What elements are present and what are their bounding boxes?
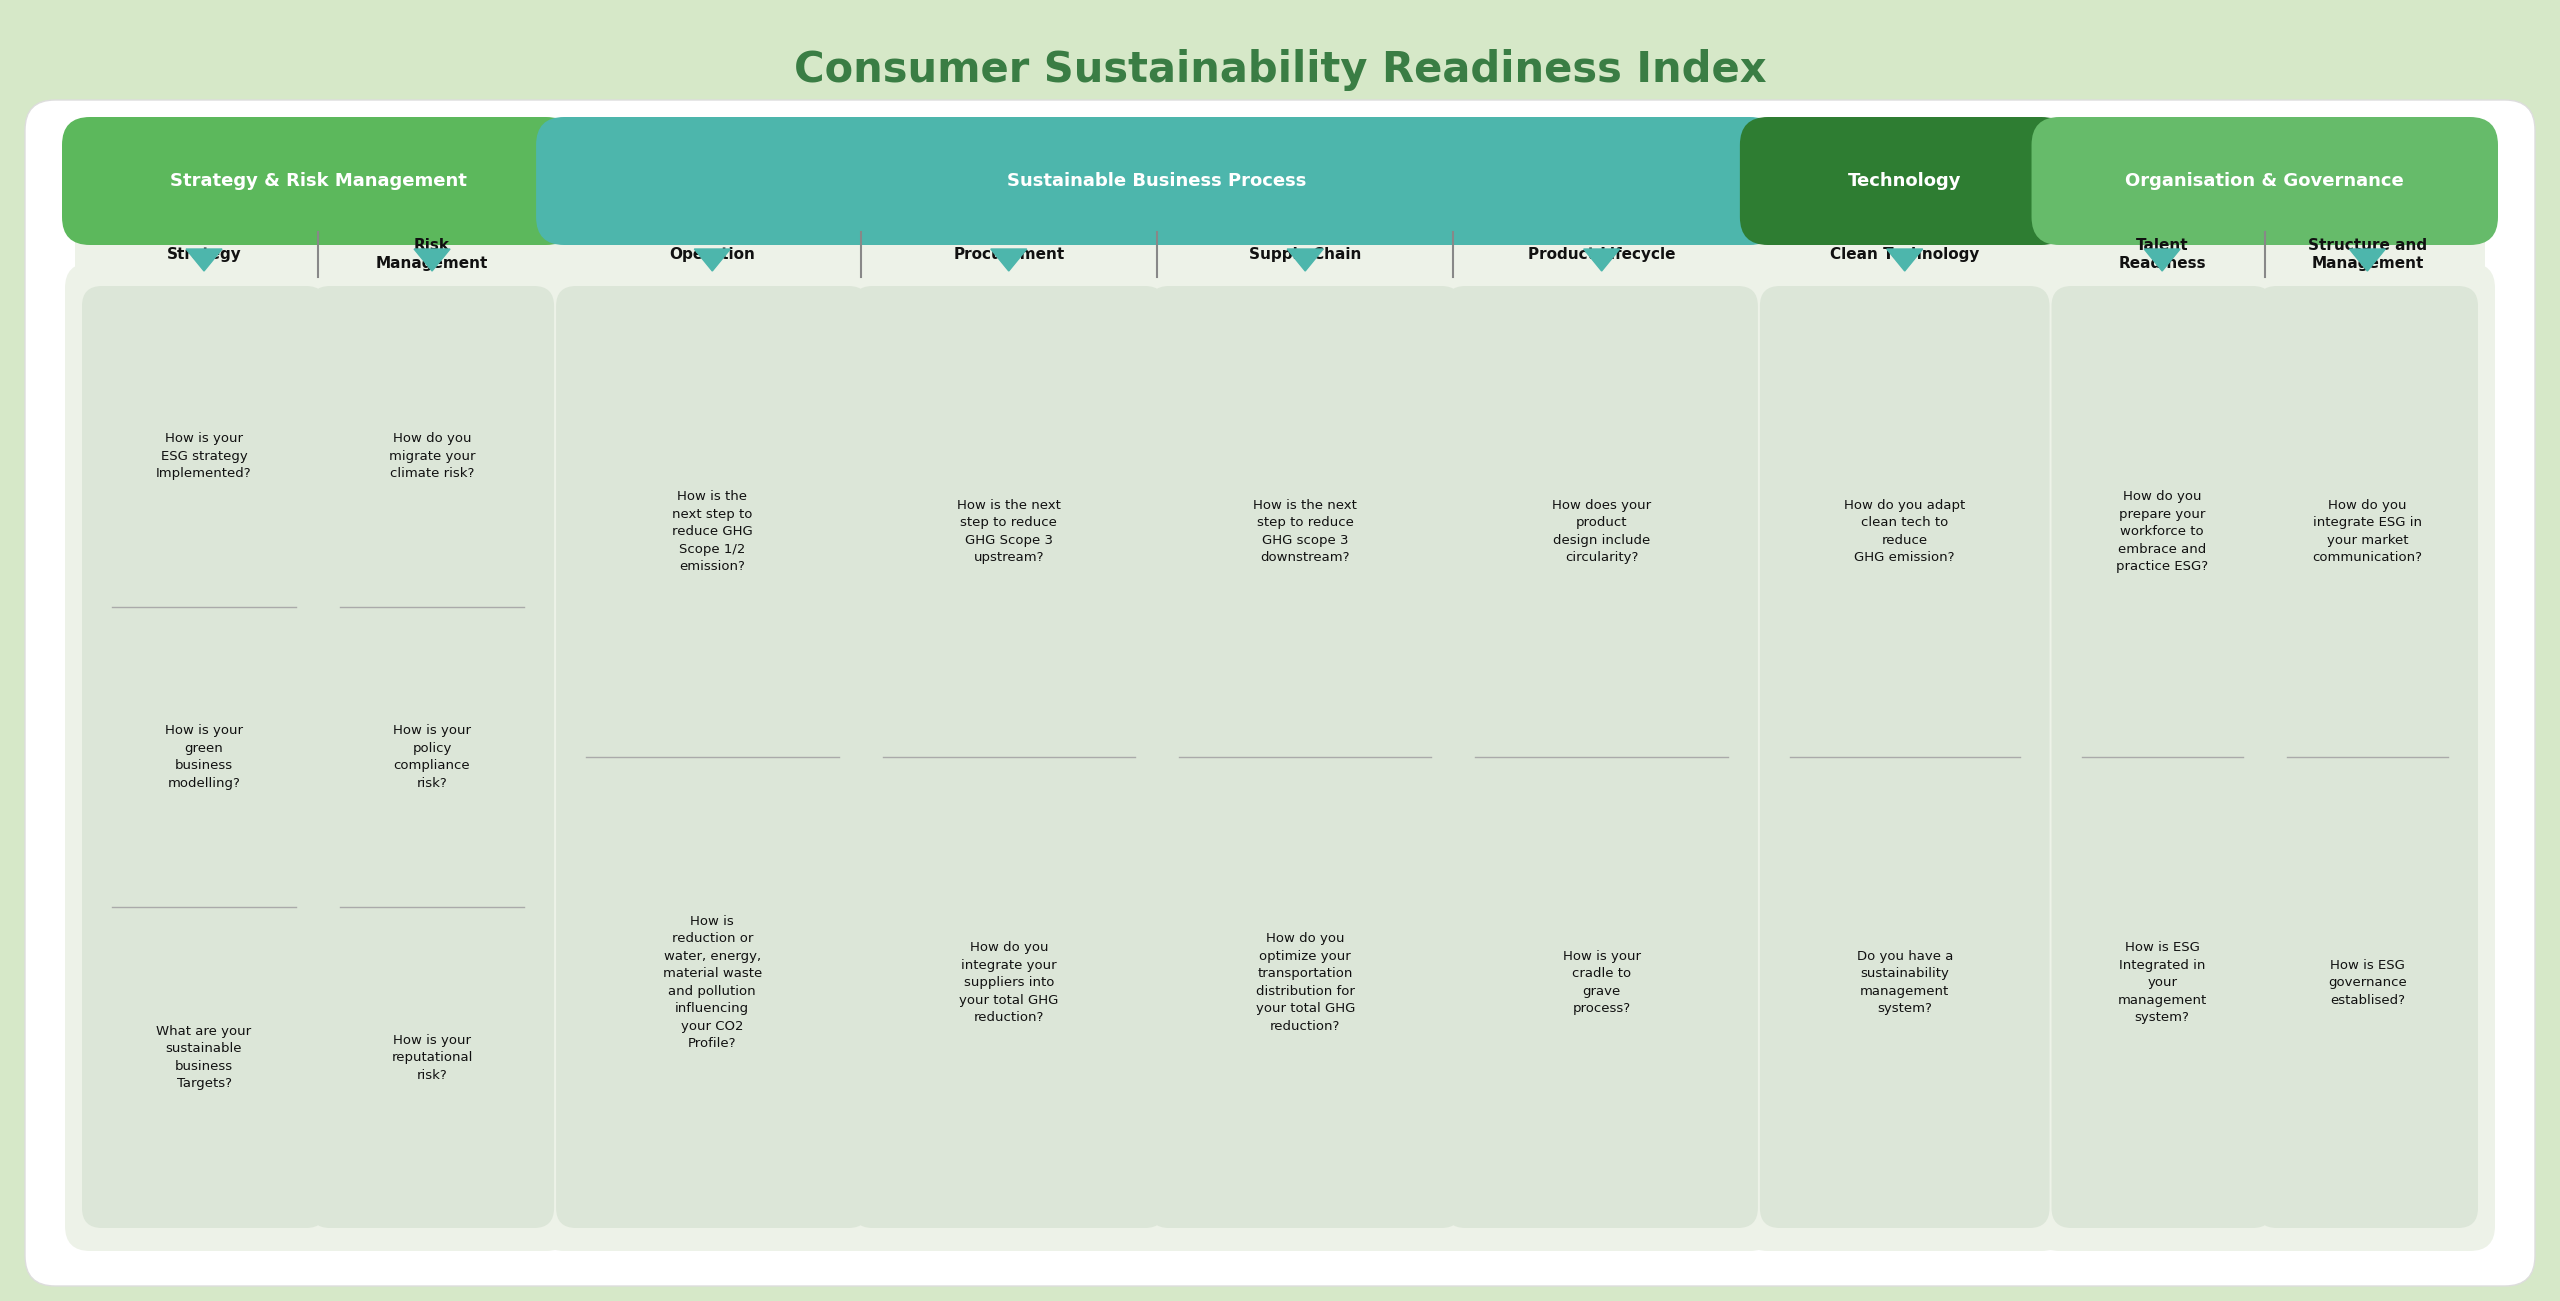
Text: Risk
Management: Risk Management <box>376 238 489 271</box>
Text: Technology: Technology <box>1848 172 1961 190</box>
FancyBboxPatch shape <box>2045 207 2486 302</box>
Text: How is your
cradle to
grave
process?: How is your cradle to grave process? <box>1562 950 1641 1015</box>
FancyBboxPatch shape <box>2258 286 2478 1228</box>
Polygon shape <box>1288 248 1324 271</box>
FancyBboxPatch shape <box>2051 286 2273 1228</box>
Text: Sustainable Business Process: Sustainable Business Process <box>1006 172 1306 190</box>
Text: Organisation & Governance: Organisation & Governance <box>2125 172 2404 190</box>
Polygon shape <box>187 248 223 271</box>
Polygon shape <box>2145 248 2181 271</box>
Text: How do you
prepare your
workforce to
embrace and
practice ESG?: How do you prepare your workforce to emb… <box>2117 490 2209 572</box>
FancyBboxPatch shape <box>1759 286 2051 1228</box>
FancyBboxPatch shape <box>61 117 573 245</box>
Text: Strategy & Risk Management: Strategy & Risk Management <box>169 172 466 190</box>
FancyBboxPatch shape <box>310 286 553 1228</box>
Text: How do you
integrate your
suppliers into
your total GHG
reduction?: How do you integrate your suppliers into… <box>960 941 1057 1024</box>
FancyBboxPatch shape <box>1741 117 2068 245</box>
Text: How is
reduction or
water, energy,
material waste
and pollution
influencing
your: How is reduction or water, energy, mater… <box>663 915 763 1050</box>
Text: How is your
green
business
modelling?: How is your green business modelling? <box>164 725 243 790</box>
Text: Supply Chain: Supply Chain <box>1249 247 1362 262</box>
Text: How do you
integrate ESG in
your market
communication?: How do you integrate ESG in your market … <box>2312 498 2422 565</box>
FancyBboxPatch shape <box>64 263 571 1252</box>
Text: Procurement: Procurement <box>952 247 1065 262</box>
Text: Consumer Sustainability Readiness Index: Consumer Sustainability Readiness Index <box>794 49 1766 91</box>
Text: How do you
migrate your
climate risk?: How do you migrate your climate risk? <box>389 432 476 480</box>
Polygon shape <box>694 248 730 271</box>
Text: Product Lifecycle: Product Lifecycle <box>1528 247 1674 262</box>
FancyBboxPatch shape <box>548 207 1764 302</box>
Polygon shape <box>1887 248 1923 271</box>
FancyBboxPatch shape <box>1754 207 2056 302</box>
FancyBboxPatch shape <box>1743 263 2066 1252</box>
Text: Structure and
Management: Structure and Management <box>2307 238 2427 271</box>
FancyBboxPatch shape <box>535 117 1777 245</box>
Polygon shape <box>415 248 451 271</box>
Text: How is your
policy
compliance
risk?: How is your policy compliance risk? <box>394 725 471 790</box>
FancyBboxPatch shape <box>82 286 325 1228</box>
Text: What are your
sustainable
business
Targets?: What are your sustainable business Targe… <box>156 1025 251 1090</box>
FancyBboxPatch shape <box>74 207 561 302</box>
Polygon shape <box>2350 248 2386 271</box>
Text: How is ESG
Integrated in
your
management
system?: How is ESG Integrated in your management… <box>2117 941 2207 1024</box>
Text: How is your
ESG strategy
Implemented?: How is your ESG strategy Implemented? <box>156 432 251 480</box>
FancyBboxPatch shape <box>26 100 2534 1285</box>
Polygon shape <box>1585 248 1620 271</box>
Text: Clean Technology: Clean Technology <box>1830 247 1979 262</box>
Text: How do you
optimize your
transportation
distribution for
your total GHG
reductio: How do you optimize your transportation … <box>1254 933 1354 1033</box>
Text: How is the next
step to reduce
GHG Scope 3
upstream?: How is the next step to reduce GHG Scope… <box>957 498 1060 565</box>
Text: How do you adapt
clean tech to
reduce
GHG emission?: How do you adapt clean tech to reduce GH… <box>1843 498 1966 565</box>
FancyBboxPatch shape <box>852 286 1165 1228</box>
Polygon shape <box>991 248 1027 271</box>
FancyBboxPatch shape <box>2033 117 2499 245</box>
Text: Do you have a
sustainability
management
system?: Do you have a sustainability management … <box>1856 950 1953 1015</box>
FancyBboxPatch shape <box>1149 286 1462 1228</box>
FancyBboxPatch shape <box>2035 263 2496 1252</box>
FancyBboxPatch shape <box>540 263 1774 1252</box>
Text: How is the
next step to
reduce GHG
Scope 1/2
emission?: How is the next step to reduce GHG Scope… <box>671 490 753 572</box>
FancyBboxPatch shape <box>556 286 868 1228</box>
Text: How does your
product
design include
circularity?: How does your product design include cir… <box>1551 498 1651 565</box>
Text: How is the next
step to reduce
GHG scope 3
downstream?: How is the next step to reduce GHG scope… <box>1254 498 1357 565</box>
Text: How is your
reputational
risk?: How is your reputational risk? <box>392 1034 474 1081</box>
Text: Talent
Readiness: Talent Readiness <box>2117 238 2207 271</box>
FancyBboxPatch shape <box>1446 286 1759 1228</box>
Text: How is ESG
governance
establised?: How is ESG governance establised? <box>2327 959 2406 1007</box>
Text: Strategy: Strategy <box>166 247 241 262</box>
Text: Operation: Operation <box>668 247 755 262</box>
